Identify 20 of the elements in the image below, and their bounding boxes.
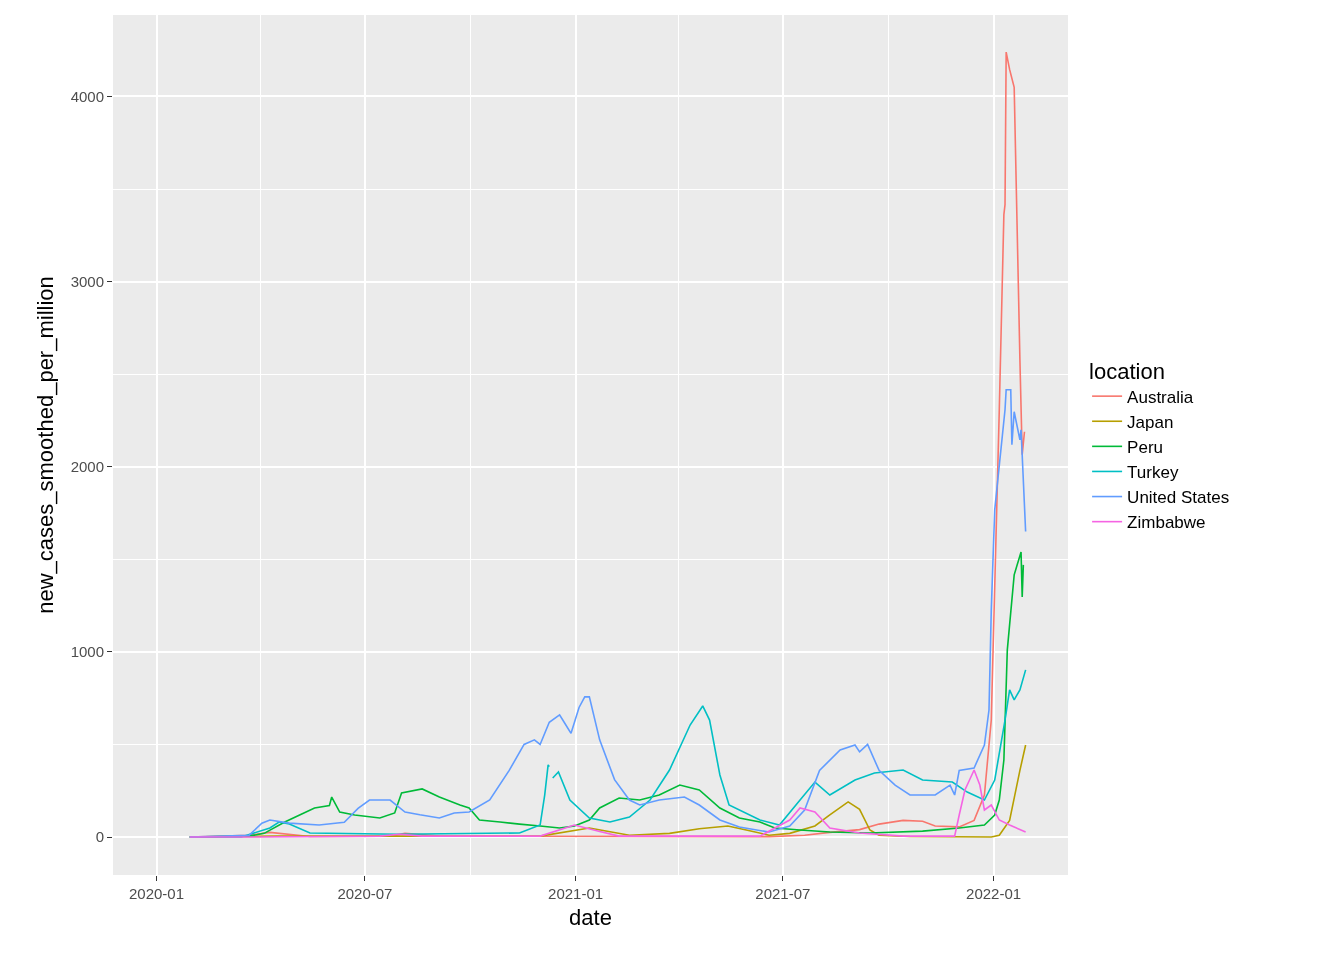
y-tick-label: 1000: [70, 643, 104, 661]
x-tick-label: 2020-01: [128, 885, 185, 902]
legend-title: location: [1089, 358, 1165, 384]
y-tick-label: 4000: [70, 87, 104, 105]
legend-label: Zimbabwe: [1127, 513, 1206, 533]
y-axis-title: new_cases_smoothed_per_million: [33, 276, 59, 614]
line-series: [188, 769, 1027, 838]
legend-label: Peru: [1127, 437, 1164, 457]
legend-label: Turkey: [1127, 463, 1179, 483]
x-tick-label: 2020-07: [337, 885, 393, 902]
y-tick-label: 2000: [70, 458, 104, 475]
y-tick-label: 0: [95, 828, 104, 846]
x-tick-label: 2022-01: [966, 885, 1022, 902]
x-tick-label: 2021-01: [548, 885, 604, 902]
y-tick-label: 3000: [70, 272, 104, 290]
legend-label: Japan: [1127, 412, 1174, 432]
legend-label: United States: [1127, 488, 1230, 508]
legend-label: Australia: [1127, 387, 1194, 407]
x-tick-label: 2021-07: [755, 885, 811, 902]
x-axis-title: date: [569, 904, 612, 930]
